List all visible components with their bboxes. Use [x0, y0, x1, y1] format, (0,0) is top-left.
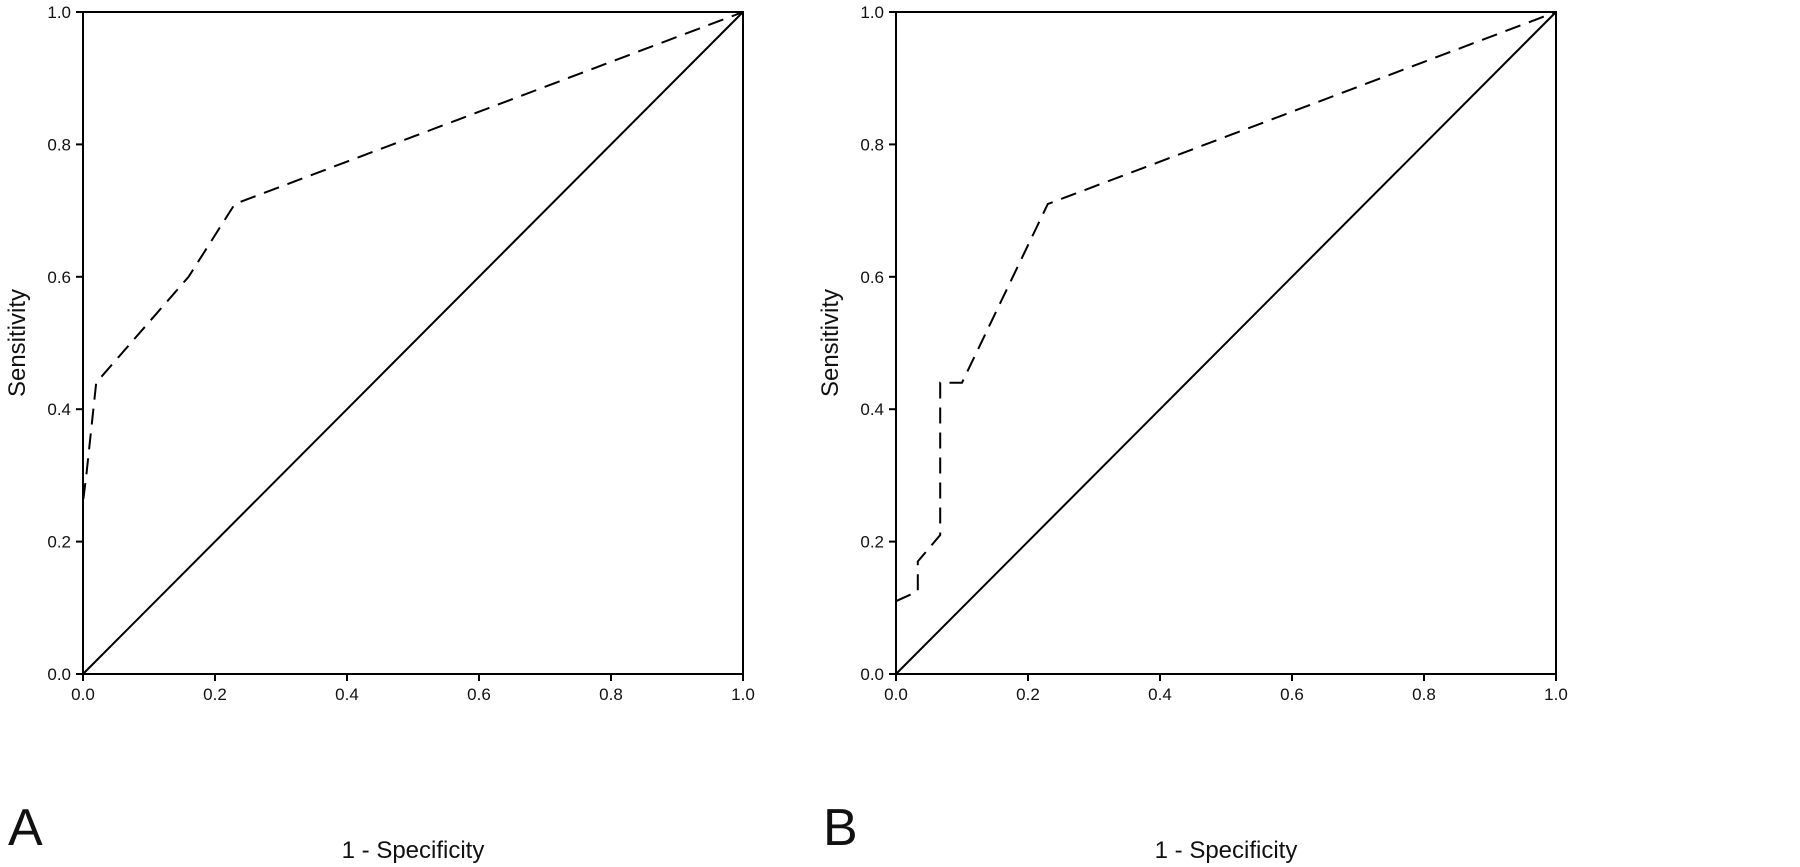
- panel-label: A: [8, 799, 43, 857]
- y-tick-label: 0.0: [860, 665, 884, 684]
- y-tick-label: 0.4: [860, 400, 884, 419]
- reference-diagonal-line: [82, 11, 744, 675]
- y-axis-title: Sensitivity: [817, 289, 844, 397]
- y-tick-label: 0.4: [47, 400, 71, 419]
- plot-frame: [82, 11, 744, 675]
- x-tick-label: 0.6: [467, 685, 491, 704]
- y-tick-label: 1.0: [860, 3, 884, 22]
- y-tick-label: 0.0: [47, 665, 71, 684]
- roc-panel-b: 0.0 0.2 0.4 0.6 0.8 1.0 0.0 0.2 0.4 0.6 0.8 1.0 1 - …: [817, 3, 1568, 864]
- reference-diagonal-line: [895, 11, 1557, 675]
- x-tick-label: 0.6: [1280, 685, 1304, 704]
- x-tick-label: 0.2: [203, 685, 227, 704]
- x-tick-label: 1.0: [1544, 685, 1568, 704]
- y-tick-label: 0.6: [47, 268, 71, 287]
- plot-frame: [895, 11, 1557, 675]
- y-tick-label: 1.0: [47, 3, 71, 22]
- panel-label: B: [823, 799, 858, 857]
- x-axis-title: 1 - Specificity: [1155, 837, 1298, 864]
- x-tick-label: 0.8: [599, 685, 623, 704]
- x-tick-label: 0.4: [1148, 685, 1172, 704]
- y-axis-title: Sensitivity: [4, 289, 31, 397]
- y-tick-label: 0.2: [47, 533, 71, 552]
- y-tick-label: 0.6: [860, 268, 884, 287]
- y-tick-label: 0.8: [860, 135, 884, 154]
- x-tick-label: 0.8: [1412, 685, 1436, 704]
- y-tick-label: 0.2: [860, 533, 884, 552]
- x-tick-label: 0.2: [1016, 685, 1040, 704]
- x-tick-label: 0.0: [71, 685, 95, 704]
- roc-curve-dashed: [895, 11, 1557, 603]
- y-tick-label: 0.8: [47, 135, 71, 154]
- x-tick-label: 1.0: [731, 685, 755, 704]
- x-axis-title: 1 - Specificity: [342, 837, 485, 864]
- x-tick-label: 0.0: [884, 685, 908, 704]
- roc-panel-a: 0.0 0.2 0.4 0.6 0.8 1.0 0.0 0.2 0.4 0.6 0.8 1.0 1 - …: [4, 3, 755, 864]
- x-tick-label: 0.4: [335, 685, 359, 704]
